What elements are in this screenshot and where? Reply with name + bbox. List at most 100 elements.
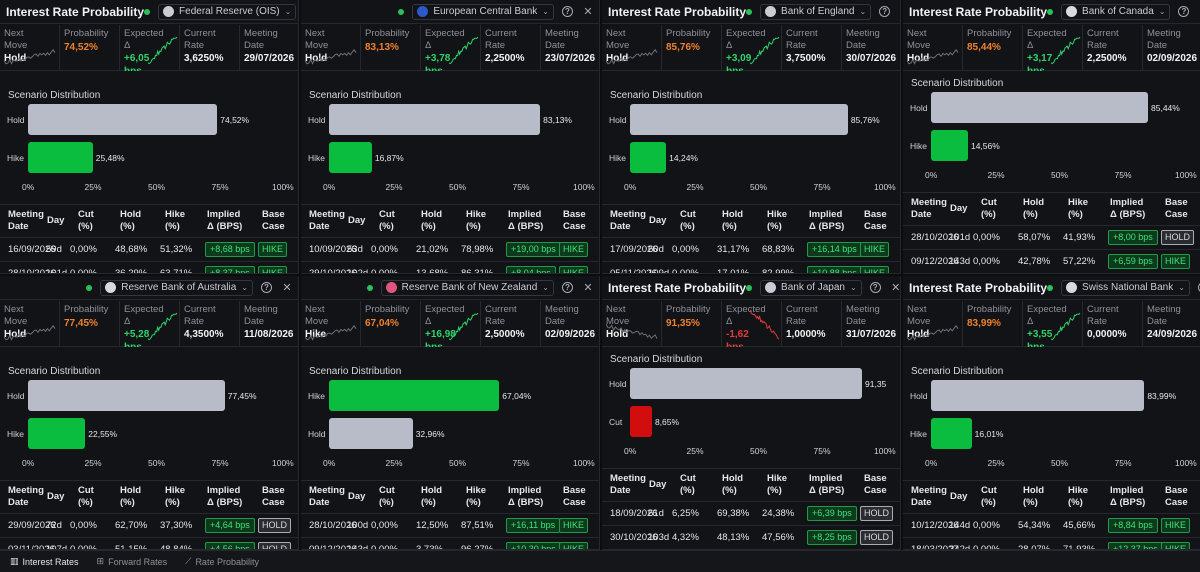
col-header-line: Base [563,485,586,496]
table-row[interactable]: 30/10/2026 103d 4,32% 48,13% 47,56% +8,25 bps… [602,525,900,549]
cut-cell: 0,00% [70,244,97,255]
table-row[interactable]: 18/03/2027 242d 0,00% 28,07% 71,93% +12,37 bp… [903,537,1200,550]
hike-cell: 51,32% [160,244,193,255]
bank-selector[interactable]: Swiss National Bank ⌄ [1061,279,1190,296]
bank-selector[interactable]: Reserve Bank of New Zealand ⌄ [380,279,554,296]
expected-sparkline [148,312,178,341]
probability-label: Probability [64,304,109,315]
table-row[interactable]: 09/12/2026 143d 0,00% 3,73% 96,27% +10,30 bps… [301,537,599,550]
hike-cell: 47,56% [762,532,795,543]
help-icon[interactable]: ? [869,282,881,293]
col-header-hike: Hike (%) [1068,485,1088,509]
hold-cell: 28,07% [1018,544,1051,550]
table-row[interactable]: 29/10/2026 102d 0,00% 13,68% 86,31% +8,04 bps… [301,261,599,273]
close-icon[interactable]: ✕ [282,282,292,294]
live-status-dot [366,284,373,291]
implied-delta-badge: +12,37 bps [1108,542,1163,549]
help-icon[interactable]: ? [562,6,573,17]
scenario-title: Scenario Distribution [911,78,1004,89]
help-icon[interactable]: ? [562,282,573,293]
close-icon[interactable]: ✕ [898,5,900,19]
scenario-bar-chart: Hold 83,99% Hike 16,01% 0% 25% 50% 75% 100% [903,380,1200,472]
next-move-value: Hold [606,329,629,340]
next-move-label: Next [606,304,626,315]
hold-cell: 3,73% [416,544,443,550]
table-row[interactable]: 28/10/2026 101d 0,00% 36,29% 63,71% +8,37 bps… [0,261,298,274]
table-row[interactable]: 10/09/2026 53d 0,00% 21,02% 78,98% +19,00 bps… [301,237,599,261]
bank-selector[interactable]: European Central Bank ⌄ [412,3,554,20]
help-icon[interactable]: ? [1178,6,1190,17]
bar-value: 83,99% [1147,391,1177,401]
table-row[interactable]: 16/09/2026 59d 0,00% 48,68% 51,32% +8,68 bps H… [0,237,298,261]
current-rate-stat: Current Rate 4,3500% [180,301,240,347]
table-row[interactable]: 18/09/2026 61d 6,25% 69,38% 24,38% +6,39 bps H… [602,501,900,525]
table-row[interactable]: 29/09/2026 72d 0,00% 62,70% 37,30% +4,64 bps H… [0,513,298,537]
table-row[interactable]: 10/12/2026 144d 0,00% 54,34% 45,66% +8,84 bps… [903,513,1200,537]
bank-name: Federal Reserve (OIS) [179,6,280,17]
panel-title: Interest Rate Probability [909,4,1048,19]
close-icon[interactable]: ✕ [583,6,593,18]
col-header-base: Base Case [262,209,285,233]
next-move-stat: Next Move Hold [0,25,60,71]
meeting-date-label: Meeting [1147,304,1181,315]
help-icon[interactable]: ? [879,6,891,17]
meeting-date-value: 11/08/2026 [244,329,294,340]
meeting-date-cell: 10/12/2026 [911,520,959,531]
axis-tick: 50% [449,458,467,468]
tab-forward-rates[interactable]: ⊞ Forward Rates [97,556,168,567]
col-header-line: Date [8,497,29,508]
bank-selector[interactable]: Reserve Bank of Australia ⌄ [100,279,253,296]
implied-delta-badge: +16,11 bps [506,518,561,533]
panel-header: Reserve Bank of New Zealand ⌄? ✕ [301,276,599,300]
day-cell: 242d [949,544,971,550]
panel-header: Interest Rate Probability Bank of Canada ⌄… [903,0,1200,24]
bank-selector[interactable]: Bank of Japan ⌄ [760,279,862,296]
bank-selector[interactable]: Bank of Canada ⌄ [1061,3,1171,20]
rate-panel: Reserve Bank of New Zealand ⌄? ✕ Next Move Hi… [301,276,600,550]
implied-delta-badge: +8,00 bps [1108,230,1158,245]
bar-value: 22,55% [88,429,118,439]
next-move-label: Move [305,316,329,327]
table-row[interactable]: 09/12/2026 143d 0,00% 42,78% 57,22% +6,59 bps… [903,249,1200,273]
bar-label-hike: Hike [609,153,627,163]
base-case-badge: HOLD [258,542,292,549]
table-row[interactable]: 28/10/2026 101d 0,00% 58,07% 41,93% +8,00 bps… [903,225,1200,249]
next-move-label: Move [606,316,630,327]
table-row[interactable]: 28/10/2026 100d 0,00% 12,50% 87,51% +16,11 bp… [301,513,599,537]
help-icon[interactable]: ? [261,282,272,293]
hike-cell: 57,22% [1063,256,1096,267]
col-header-line: Cut [680,209,696,220]
bank-selector[interactable]: Bank of England ⌄ [760,3,872,20]
chevron-down-icon: ⌄ [241,283,248,292]
scenario-bar-chart: Hold 77,45% Hike 22,55% 0% 25% 50% 75% 100% [0,380,298,472]
expected-delta-label: Δ [1027,316,1034,327]
close-icon[interactable]: ✕ [583,282,593,294]
cut-cell: 0,00% [371,544,398,550]
scenario-bar-cut [630,406,652,437]
bank-selector[interactable]: Federal Reserve (OIS) ⌄ [158,3,297,20]
axis-tick: 50% [1051,170,1069,180]
tab-rate-probability[interactable]: ⟋ Rate Probability [185,556,259,567]
expected-delta-value: +3,55 bps [1027,329,1053,347]
next-move-stat: Next Move Hold [0,301,60,347]
hold-cell: 48,68% [115,244,148,255]
tab-interest-rates[interactable]: ▥ Interest Rates [10,556,79,567]
bar-label-hold: Hold [7,391,25,401]
expected-delta-value: +16,98 bps [425,329,456,347]
bank-name: Swiss National Bank [1082,282,1174,293]
axis-tick: 25% [686,446,704,456]
table-row[interactable]: 17/09/2026 60d 0,00% 31,17% 68,83% +16,14 bps… [602,237,900,261]
table-row[interactable]: 03/11/2026 107d 0,00% 51,15% 48,84% +4,56 bps… [0,537,298,549]
axis-tick: 100% [573,182,595,192]
table-row[interactable]: 05/11/2026 109d 0,00% 17,01% 82,99% +10,88 bp… [602,261,900,273]
base-case-badge: HIKE [860,266,890,273]
col-header-meeting: Meeting Date [309,209,345,233]
base-case-badge: HIKE [559,518,589,533]
panel-title: Interest Rate Probability [6,4,145,19]
scenario-bar-chart: Hold 85,76% Hike 14,24% 0% 25% 50% 75% 100% [602,104,900,196]
col-header-line: (%) [421,497,436,508]
day-cell: 101d [46,268,68,274]
col-header-line: Meeting [610,209,646,220]
close-icon[interactable]: ✕ [891,282,901,294]
